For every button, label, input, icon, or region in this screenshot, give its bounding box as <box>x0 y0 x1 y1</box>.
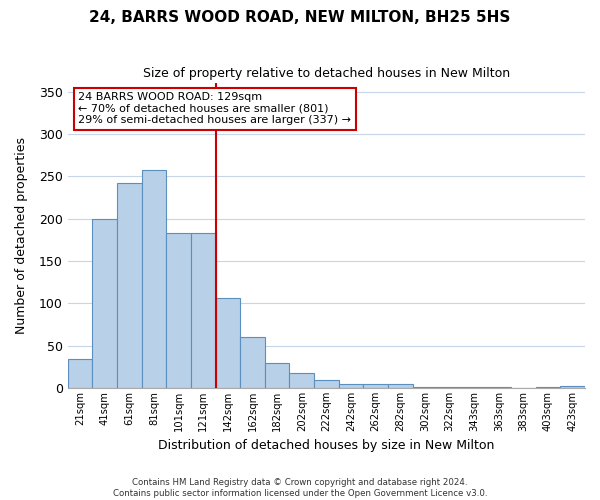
Bar <box>413 387 437 388</box>
Bar <box>265 362 289 388</box>
Bar <box>314 380 339 388</box>
Bar <box>215 298 240 388</box>
Text: Contains HM Land Registry data © Crown copyright and database right 2024.
Contai: Contains HM Land Registry data © Crown c… <box>113 478 487 498</box>
Bar <box>487 387 511 388</box>
Bar <box>240 337 265 388</box>
Text: 24, BARRS WOOD ROAD, NEW MILTON, BH25 5HS: 24, BARRS WOOD ROAD, NEW MILTON, BH25 5H… <box>89 10 511 25</box>
X-axis label: Distribution of detached houses by size in New Milton: Distribution of detached houses by size … <box>158 440 494 452</box>
Bar <box>191 233 215 388</box>
Bar <box>364 384 388 388</box>
Bar <box>339 384 364 388</box>
Bar <box>117 183 142 388</box>
Bar <box>68 359 92 388</box>
Bar <box>560 386 585 388</box>
Bar <box>142 170 166 388</box>
Bar <box>166 233 191 388</box>
Text: 24 BARRS WOOD ROAD: 129sqm
← 70% of detached houses are smaller (801)
29% of sem: 24 BARRS WOOD ROAD: 129sqm ← 70% of deta… <box>78 92 351 126</box>
Y-axis label: Number of detached properties: Number of detached properties <box>15 137 28 334</box>
Bar <box>388 384 413 388</box>
Bar <box>437 387 462 388</box>
Title: Size of property relative to detached houses in New Milton: Size of property relative to detached ho… <box>143 68 510 80</box>
Bar <box>289 373 314 388</box>
Bar <box>462 387 487 388</box>
Bar <box>536 387 560 388</box>
Bar <box>92 220 117 388</box>
